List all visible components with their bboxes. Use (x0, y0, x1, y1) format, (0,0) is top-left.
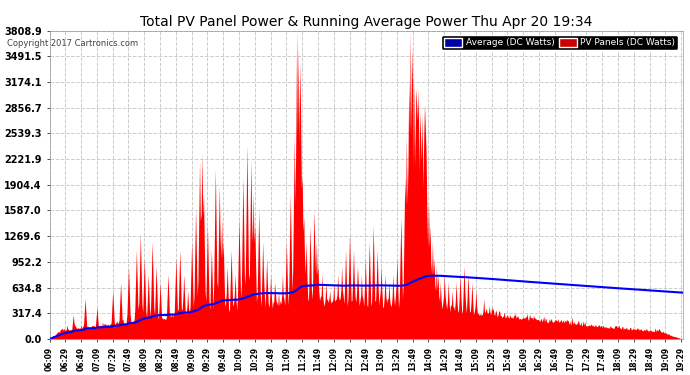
Legend: Average (DC Watts), PV Panels (DC Watts): Average (DC Watts), PV Panels (DC Watts) (441, 35, 678, 50)
Text: Copyright 2017 Cartronics.com: Copyright 2017 Cartronics.com (7, 39, 138, 48)
Title: Total PV Panel Power & Running Average Power Thu Apr 20 19:34: Total PV Panel Power & Running Average P… (140, 15, 592, 29)
